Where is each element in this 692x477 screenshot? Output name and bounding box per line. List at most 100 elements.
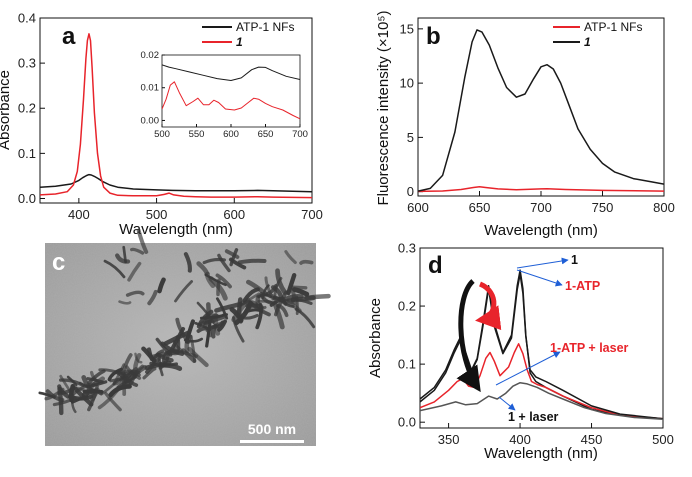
- panel-a-xtick-label: 700: [301, 207, 323, 222]
- scale-bar-label: 500 nm: [248, 421, 296, 437]
- nanofiber: [163, 330, 191, 346]
- panel-a: 400 500 600 700 0.0 0.1 0.2 0.3 0.4 a Wavelength…: [0, 11, 323, 239]
- nanofiber: [194, 321, 210, 330]
- panel-d-xtick-label: 500: [652, 432, 674, 447]
- panel-a-series: [40, 33, 312, 199]
- nanofiber: [160, 341, 185, 356]
- nanofiber: [134, 352, 143, 364]
- panel-a-series-1: [40, 33, 312, 199]
- inset-ytick-label: 0.02: [141, 50, 160, 61]
- panel-b-series: [418, 29, 664, 193]
- inset-ticks: 500 550 600 650 700 0.00 0.01 0.02: [141, 50, 308, 140]
- panel-d-series: [420, 269, 663, 421]
- nanofiber: [259, 292, 273, 305]
- nanofiber: [174, 280, 193, 303]
- panel-a-letter: a: [62, 23, 76, 50]
- anno-1atp-laser: 1-ATP + laser: [550, 341, 629, 355]
- anno-1-laser: 1 + laser: [508, 410, 559, 424]
- anno-1atp: 1-ATP: [565, 279, 600, 293]
- panel-d-series-1-atp: [420, 343, 663, 420]
- panel-a-xtick-label: 400: [68, 207, 90, 222]
- panel-d-xlabel: Wavelength (nm): [484, 445, 598, 462]
- panel-a-frame: [39, 17, 313, 204]
- nanofiber: [274, 290, 288, 317]
- inset-xtick-label: 700: [292, 129, 308, 140]
- panel-a-inset: 500 550 600 650 700 0.00 0.01 0.02: [141, 50, 308, 140]
- tem-noise: [45, 243, 316, 446]
- panel-b-ytick-label: 0: [407, 184, 414, 199]
- nanofiber: [238, 292, 261, 308]
- nanofiber: [288, 287, 296, 303]
- conversion-arrow-black: [456, 279, 481, 393]
- nanofiber-network: [38, 228, 331, 416]
- panel-b-ytick-label: 10: [400, 76, 414, 91]
- panel-a-xlabel: Wavelength (nm): [119, 221, 233, 238]
- nanofiber: [299, 259, 314, 265]
- nanofiber: [125, 290, 145, 297]
- nanofiber: [118, 300, 132, 305]
- nanofiber: [284, 250, 297, 265]
- inset-ytick-label: 0.00: [141, 115, 160, 126]
- nanofiber: [294, 307, 316, 329]
- panel-a-ytick-label: 0.2: [18, 101, 36, 116]
- panel-b-frame: [417, 17, 665, 197]
- panel-b-ytick-label: 5: [407, 130, 414, 145]
- nanofiber: [217, 319, 227, 332]
- nanofiber: [209, 313, 226, 320]
- conversion-arrow-red: [475, 281, 502, 331]
- nanofiber: [90, 387, 100, 402]
- nanofiber: [197, 313, 218, 327]
- panel-d-ylabel: Absorbance: [367, 298, 384, 378]
- panel-a-ytick-label: 0.4: [18, 11, 36, 26]
- panel-d-series-1-laser: [420, 381, 663, 421]
- nanofiber: [189, 334, 197, 363]
- nanofiber: [129, 364, 145, 385]
- inset-frame: [161, 54, 301, 128]
- nanofiber: [215, 273, 232, 289]
- panel-d-ytick-label: 0.0: [398, 415, 416, 430]
- nanofiber: [89, 376, 105, 389]
- nanofiber: [66, 375, 78, 387]
- nanofiber: [104, 391, 122, 412]
- nanofiber: [82, 389, 104, 394]
- panel-b-ticks: 600 650 700 750 800 0 5 10 15: [400, 21, 675, 215]
- nanofiber: [224, 249, 240, 259]
- panel-b-series-1: [418, 29, 664, 192]
- nanofiber: [98, 368, 126, 376]
- panel-b-xtick-label: 750: [592, 200, 614, 215]
- panel-d-series-1-atp-laser: [420, 273, 663, 420]
- inset-series-0: [162, 64, 300, 81]
- nanofiber: [142, 367, 157, 380]
- panel-d-ytick-label: 0.2: [398, 299, 416, 314]
- panel-a-ticks: 400 500 600 700 0.0 0.1 0.2 0.3 0.4: [18, 11, 323, 223]
- inset-xtick-label: 500: [154, 129, 170, 140]
- panel-a-series-atp-1-nfs: [40, 173, 312, 193]
- nanofiber: [107, 367, 123, 382]
- nanofiber: [304, 293, 331, 301]
- nanofiber: [167, 349, 181, 356]
- nanofiber: [183, 252, 192, 273]
- panel-d-ytick-label: 0.3: [398, 241, 416, 256]
- anno-arrow-1-laser: [498, 396, 516, 411]
- panel-b-ytick-label: 15: [400, 21, 414, 36]
- nanofiber: [127, 261, 142, 282]
- panel-a-xtick-label: 500: [146, 207, 168, 222]
- panel-c: c 500 nm: [38, 228, 331, 446]
- inset-ytick-label: 0.01: [141, 83, 160, 94]
- nanofiber: [112, 374, 135, 386]
- nanofiber: [196, 261, 209, 276]
- nanofiber: [157, 277, 166, 294]
- panel-d-ytick-label: 0.1: [398, 357, 416, 372]
- anno-arrow-1atp-laser: [495, 351, 561, 386]
- panel-d-xtick-label: 350: [438, 432, 460, 447]
- legend-b-label-atp: ATP-1 NFs: [584, 20, 642, 34]
- legend-a-label-1: 1: [236, 35, 243, 49]
- panel-a-ylabel: Absorbance: [0, 70, 13, 150]
- panel-a-xtick-label: 600: [223, 207, 245, 222]
- panel-b-letter: b: [426, 23, 441, 50]
- nanofiber: [286, 273, 297, 296]
- nanofiber: [196, 301, 215, 324]
- nanofiber: [246, 279, 269, 297]
- panel-b-xtick-label: 700: [530, 200, 552, 215]
